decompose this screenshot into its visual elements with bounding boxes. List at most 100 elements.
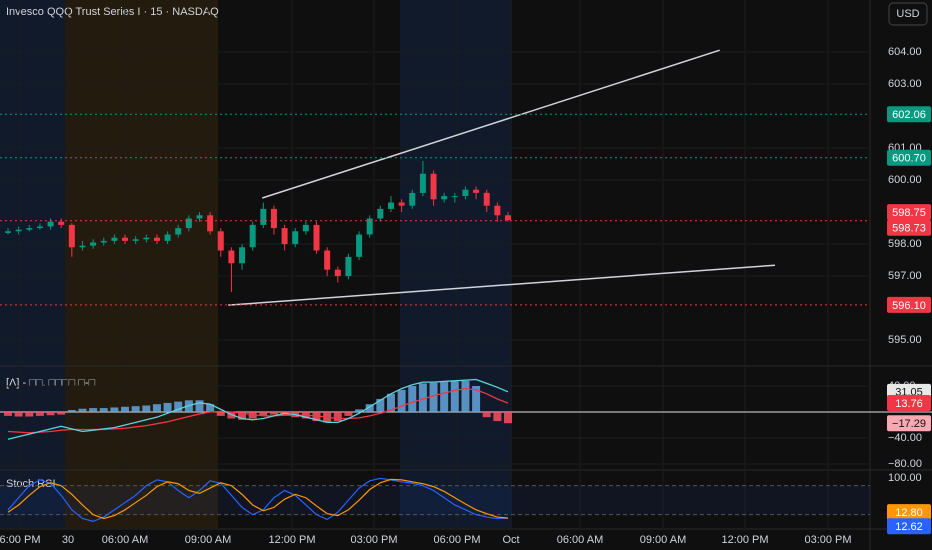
histogram-bar <box>121 406 130 412</box>
candle-body <box>270 208 277 229</box>
value-badge-label: 12.62 <box>895 521 923 533</box>
histogram-bar <box>365 404 374 412</box>
value-badge <box>887 415 931 432</box>
y-tick-label: −80.00 <box>888 458 922 470</box>
level-badge-label: 598.73 <box>892 223 926 235</box>
candle-body <box>398 202 405 206</box>
session-shade <box>0 0 65 528</box>
histogram-bar <box>206 404 215 412</box>
histogram-bar <box>142 405 151 412</box>
indicator-label: [Λ] - □□. □□□□ □-□ <box>6 377 96 389</box>
histogram-bar <box>333 411 342 422</box>
level-badge <box>887 219 931 236</box>
last-price-badge <box>887 204 931 221</box>
candle-body <box>36 226 43 229</box>
histogram-bar <box>4 411 12 416</box>
histogram-bar <box>493 411 502 422</box>
level-badge-label: 596.10 <box>892 300 926 312</box>
candle-body <box>387 202 394 209</box>
candle-body <box>313 224 320 251</box>
level-badge <box>887 296 931 313</box>
candle-body <box>430 173 437 200</box>
histogram-bar <box>238 411 247 420</box>
candle-body <box>292 231 299 245</box>
candle-body <box>90 242 97 246</box>
candle-body <box>132 239 139 241</box>
chart-title: Invesco QQQ Trust Series I · 15 · NASDAQ <box>6 6 219 18</box>
candle-body <box>175 228 182 235</box>
trend-line <box>228 264 776 306</box>
candle-body <box>26 228 33 230</box>
candle-body <box>483 192 490 206</box>
x-tick-label: 12:00 PM <box>268 534 315 546</box>
histogram-bar <box>67 410 76 412</box>
candle-body <box>334 269 341 277</box>
x-tick-label: 30 <box>62 534 74 546</box>
candle-body <box>217 231 224 251</box>
candle-body <box>302 224 309 232</box>
candle-body <box>164 234 171 241</box>
candle-body <box>462 189 469 197</box>
histogram-bar <box>418 383 427 412</box>
histogram-bar <box>110 407 119 412</box>
histogram-bar <box>99 408 108 412</box>
value-badge <box>887 518 931 535</box>
histogram-bar <box>376 398 385 412</box>
candle-body <box>228 250 235 264</box>
currency-label[interactable]: USD <box>896 8 919 20</box>
stoch-line <box>7 478 509 520</box>
candle-body <box>419 173 426 193</box>
candle-body <box>122 237 129 241</box>
x-tick-label: 09:00 AM <box>185 534 231 546</box>
value-badge-label: 13.76 <box>895 398 923 410</box>
histogram-bar <box>408 385 417 412</box>
histogram-bar <box>174 401 183 412</box>
histogram-bar <box>440 382 449 412</box>
histogram-bar <box>429 382 438 412</box>
candle-body <box>281 228 288 245</box>
currency-button[interactable] <box>888 2 928 26</box>
value-badge-label: 12.80 <box>895 507 923 519</box>
candle-body <box>473 189 480 193</box>
histogram-bar <box>152 404 161 412</box>
histogram-bar <box>216 411 225 416</box>
histogram-bar <box>355 409 364 412</box>
level-badge-label: 602.06 <box>892 109 926 121</box>
candle-body <box>441 196 448 200</box>
candle-body <box>79 245 86 248</box>
candle-body <box>15 229 22 232</box>
candle-body <box>451 196 458 198</box>
y-tick-label: −40.00 <box>888 432 922 444</box>
y-tick-label: 595.00 <box>888 334 922 346</box>
histogram-bar <box>259 411 268 416</box>
histogram-bar <box>89 408 98 412</box>
y-tick-label: 603.00 <box>888 78 922 90</box>
histogram-bar <box>163 402 172 412</box>
candle-body <box>239 247 246 264</box>
candle-body <box>409 192 416 206</box>
candle-body <box>185 218 192 229</box>
stoch-line <box>7 477 509 523</box>
value-badge <box>887 395 931 412</box>
last-price-badge-label: 598.75 <box>892 207 926 219</box>
x-tick-label: 06:00 PM <box>433 534 480 546</box>
candle-body <box>249 224 256 248</box>
candle-body <box>505 215 511 221</box>
x-tick-label: 12:00 PM <box>721 534 768 546</box>
histogram-bar <box>78 408 87 412</box>
candle-body <box>260 208 267 225</box>
histogram-bar <box>46 411 55 416</box>
candle-body <box>111 237 118 241</box>
session-shade <box>65 0 218 528</box>
candle-body <box>377 208 384 219</box>
candle-body <box>494 205 501 216</box>
candle-body <box>345 256 352 277</box>
x-tick-label: 6:00 PM <box>0 534 40 546</box>
histogram-bar <box>25 411 34 417</box>
level-badge <box>887 149 931 166</box>
candle-body <box>58 221 65 225</box>
candle-body <box>207 215 214 232</box>
x-tick-label: 06:00 AM <box>557 534 603 546</box>
level-badge-label: 600.70 <box>892 153 926 165</box>
candle-body <box>153 237 160 241</box>
